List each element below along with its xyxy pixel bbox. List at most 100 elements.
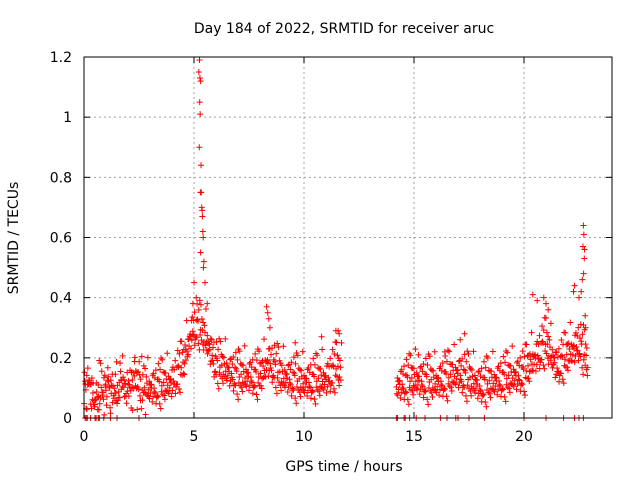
- data-point: [274, 374, 281, 381]
- data-point: [262, 373, 269, 380]
- data-point: [319, 346, 326, 353]
- data-point: [502, 359, 509, 366]
- data-point: [316, 392, 323, 399]
- data-point: [547, 320, 554, 327]
- data-point: [230, 387, 237, 394]
- data-point: [207, 335, 214, 342]
- data-point: [142, 390, 149, 397]
- data-point: [146, 395, 153, 402]
- data-point: [565, 340, 572, 347]
- data-point: [176, 350, 183, 357]
- data-point: [507, 362, 514, 369]
- data-point: [127, 387, 134, 394]
- data-point: [182, 341, 189, 348]
- data-point: [320, 386, 327, 393]
- data-point: [465, 350, 472, 357]
- data-point: [305, 364, 312, 371]
- data-point: [449, 361, 456, 368]
- data-point: [444, 397, 451, 404]
- data-point: [246, 360, 253, 367]
- data-point: [338, 339, 345, 346]
- data-point: [575, 324, 582, 331]
- data-point: [541, 365, 548, 372]
- data-point: [239, 388, 246, 395]
- data-point: [416, 391, 423, 398]
- data-point: [487, 394, 494, 401]
- data-point: [284, 388, 291, 395]
- data-point-peak: [263, 303, 270, 310]
- data-point: [216, 335, 223, 342]
- data-point: [477, 387, 484, 394]
- data-point: [463, 398, 470, 405]
- data-point: [117, 368, 124, 375]
- data-point: [145, 386, 152, 393]
- data-point: [223, 377, 230, 384]
- data-point: [291, 372, 298, 379]
- data-point: [311, 396, 318, 403]
- data-point: [269, 345, 276, 352]
- data-point: [436, 392, 443, 399]
- data-point-peak: [198, 189, 205, 196]
- data-point: [471, 372, 478, 379]
- data-point: [194, 318, 201, 325]
- data-point-peak: [204, 300, 211, 307]
- data-point: [410, 382, 417, 389]
- data-point: [441, 386, 448, 393]
- data-point: [129, 407, 136, 414]
- data-point: [103, 393, 110, 400]
- data-point: [220, 354, 227, 361]
- data-point: [504, 349, 511, 356]
- data-point: [157, 366, 164, 373]
- data-point: [142, 365, 149, 372]
- data-point: [314, 352, 321, 359]
- data-point: [220, 380, 227, 387]
- data-point: [96, 400, 103, 407]
- data-point: [400, 370, 407, 377]
- data-point: [166, 384, 173, 391]
- data-point: [300, 380, 307, 387]
- data-point: [527, 356, 534, 363]
- data-point: [488, 368, 495, 375]
- data-point: [443, 358, 450, 365]
- data-point: [214, 357, 221, 364]
- data-point: [121, 376, 128, 383]
- x-tick-label: 15: [405, 429, 423, 445]
- data-point: [161, 396, 168, 403]
- data-point: [499, 385, 506, 392]
- data-point: [238, 384, 245, 391]
- data-point: [156, 378, 163, 385]
- data-point: [513, 386, 520, 393]
- data-point-peak: [580, 270, 587, 277]
- data-point: [482, 399, 489, 406]
- data-point: [462, 369, 469, 376]
- data-point: [224, 372, 231, 379]
- data-point: [479, 390, 486, 397]
- data-point: [251, 383, 258, 390]
- data-point: [490, 387, 497, 394]
- data-point: [532, 368, 539, 375]
- data-point: [539, 323, 546, 330]
- data-point-peak: [415, 351, 422, 358]
- x-tick-label: 5: [190, 429, 199, 445]
- data-point: [569, 351, 576, 358]
- data-point: [113, 358, 120, 365]
- data-point: [312, 400, 319, 407]
- data-point: [543, 329, 550, 336]
- data-point: [526, 378, 533, 385]
- data-point: [411, 383, 418, 390]
- data-point: [401, 363, 408, 370]
- data-point: [289, 385, 296, 392]
- data-point: [102, 387, 109, 394]
- y-tick-label: 0.6: [50, 231, 72, 247]
- data-point: [205, 347, 212, 354]
- x-tick-label: 10: [295, 429, 313, 445]
- data-point: [409, 387, 416, 394]
- data-point: [405, 362, 412, 369]
- data-point: [218, 362, 225, 369]
- data-point: [563, 351, 570, 358]
- data-point: [178, 338, 185, 345]
- data-point: [470, 380, 477, 387]
- data-point: [116, 394, 123, 401]
- data-point: [542, 314, 549, 321]
